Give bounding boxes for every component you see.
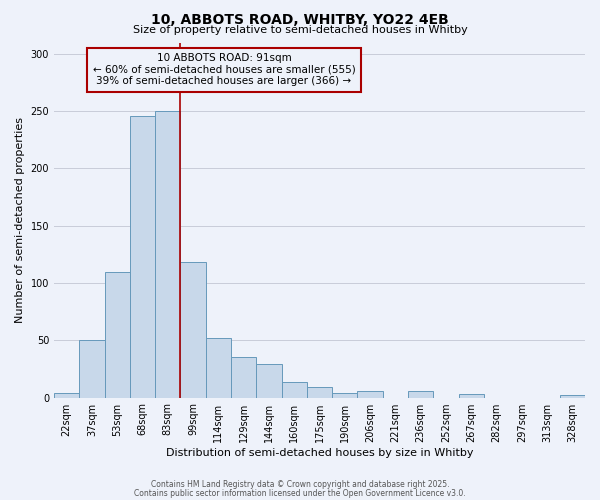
Bar <box>54 393 79 398</box>
Text: Size of property relative to semi-detached houses in Whitby: Size of property relative to semi-detach… <box>133 25 467 35</box>
Bar <box>458 394 484 398</box>
Bar <box>408 390 433 398</box>
Bar <box>206 338 231 398</box>
Y-axis label: Number of semi-detached properties: Number of semi-detached properties <box>15 117 25 323</box>
Bar <box>560 396 585 398</box>
Text: 10, ABBOTS ROAD, WHITBY, YO22 4EB: 10, ABBOTS ROAD, WHITBY, YO22 4EB <box>151 12 449 26</box>
X-axis label: Distribution of semi-detached houses by size in Whitby: Distribution of semi-detached houses by … <box>166 448 473 458</box>
Bar <box>231 358 256 398</box>
Bar <box>130 116 155 398</box>
Bar <box>256 364 281 398</box>
Bar <box>307 388 332 398</box>
Bar <box>332 393 358 398</box>
Bar <box>358 390 383 398</box>
Text: Contains HM Land Registry data © Crown copyright and database right 2025.: Contains HM Land Registry data © Crown c… <box>151 480 449 489</box>
Bar <box>79 340 104 398</box>
Text: Contains public sector information licensed under the Open Government Licence v3: Contains public sector information licen… <box>134 488 466 498</box>
Bar <box>181 262 206 398</box>
Bar <box>155 111 181 398</box>
Bar <box>104 272 130 398</box>
Bar <box>281 382 307 398</box>
Text: 10 ABBOTS ROAD: 91sqm
← 60% of semi-detached houses are smaller (555)
39% of sem: 10 ABBOTS ROAD: 91sqm ← 60% of semi-deta… <box>92 53 355 86</box>
